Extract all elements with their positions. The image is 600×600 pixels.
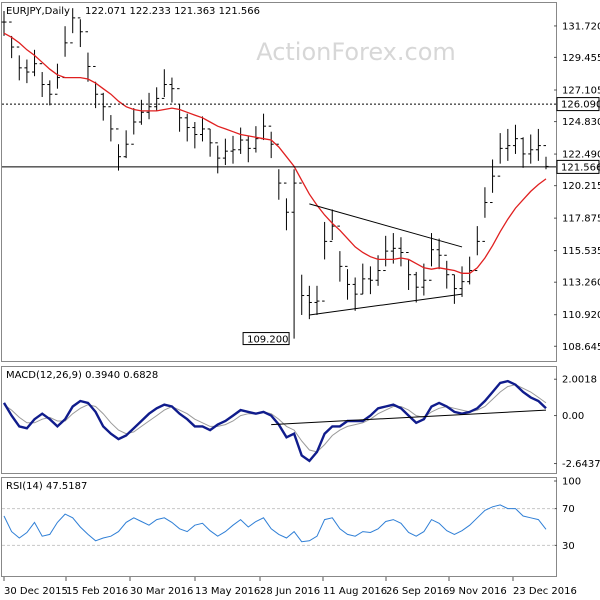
- rsi-tick-label: 30: [562, 541, 575, 552]
- price-tick-label: 129.455: [562, 53, 600, 64]
- price-tick-label: 117.875: [562, 214, 600, 225]
- price-tick-label: 115.535: [562, 246, 600, 257]
- low-annotation-label: 109.200: [247, 335, 288, 346]
- level-label-box: [556, 97, 600, 112]
- x-tick-label: 15 Feb 2016: [66, 586, 128, 597]
- x-tick-label: 9 Nov 2016: [449, 586, 507, 597]
- chart-header-symbol: EURJPY,Daily: [6, 6, 70, 17]
- moving-average-line: [3, 32, 547, 274]
- chart-header-ohlc: 122.071 122.233 121.363 121.566: [85, 6, 260, 17]
- level-label: 121.566: [561, 162, 600, 173]
- x-tick-label: 11 Aug 2016: [323, 586, 387, 597]
- triangle-trendlines: [309, 203, 463, 316]
- macd-layer: 2.0018 0.00 -2.6437: [2, 375, 600, 470]
- rsi-panel: [1, 477, 557, 577]
- x-tick-label: 13 May 2016: [195, 586, 260, 597]
- price-tick-label: 127.105: [562, 86, 600, 97]
- x-tick-label: 26 Sep 2016: [386, 586, 449, 597]
- x-tick-label: 30 Mar 2016: [130, 586, 193, 597]
- price-axis-ticks: 131.720 129.455 127.105 124.830 122.490 120.2…: [562, 21, 600, 352]
- rsi-title: RSI(14) 47.5187: [6, 481, 87, 492]
- rsi-line: [3, 504, 547, 543]
- price-tick-label: 131.720: [562, 21, 600, 32]
- price-tick-label: 124.830: [562, 117, 600, 128]
- macd-title: MACD(12,26,9) 0.3940 0.6828: [6, 370, 158, 381]
- price-tick-label: 110.920: [562, 310, 600, 321]
- price-tick-label: 120.215: [562, 181, 600, 192]
- macd-trendline: [271, 409, 547, 426]
- low-annotation: 109.200: [242, 332, 290, 346]
- macd-tick-label: -2.6437: [562, 459, 600, 470]
- price-tick-label: 113.260: [562, 278, 600, 289]
- rsi-layer: 100 70 30: [2, 477, 581, 552]
- x-tick-label: 28 Jun 2016: [260, 586, 320, 597]
- watermark: ActionForex.com: [256, 38, 456, 66]
- macd-signal-line: [3, 384, 547, 453]
- level-label: 126.090: [561, 100, 600, 111]
- rsi-tick-label: 70: [562, 504, 575, 515]
- triangle-upper-trendline: [309, 203, 463, 248]
- macd-line: [2, 379, 547, 463]
- low-annotation-box: [242, 332, 290, 346]
- triangle-lower-trendline: [309, 293, 463, 316]
- rsi-tick-label: 100: [562, 477, 581, 488]
- price-tick-label: 122.490: [562, 150, 600, 161]
- macd-tick-label: 0.00: [562, 411, 584, 422]
- level-label-box: [556, 159, 600, 174]
- price-tick-label: 108.645: [562, 342, 600, 353]
- x-tick-label: 23 Dec 2016: [513, 586, 577, 597]
- price-levels: 126.090 121.566: [2, 97, 600, 174]
- price-bars: [1, 8, 549, 339]
- macd-tick-label: 2.0018: [562, 375, 597, 386]
- moving-average-layer: [3, 32, 547, 274]
- price-grid: [554, 25, 557, 347]
- x-tick-label: 30 Dec 2015: [4, 586, 68, 597]
